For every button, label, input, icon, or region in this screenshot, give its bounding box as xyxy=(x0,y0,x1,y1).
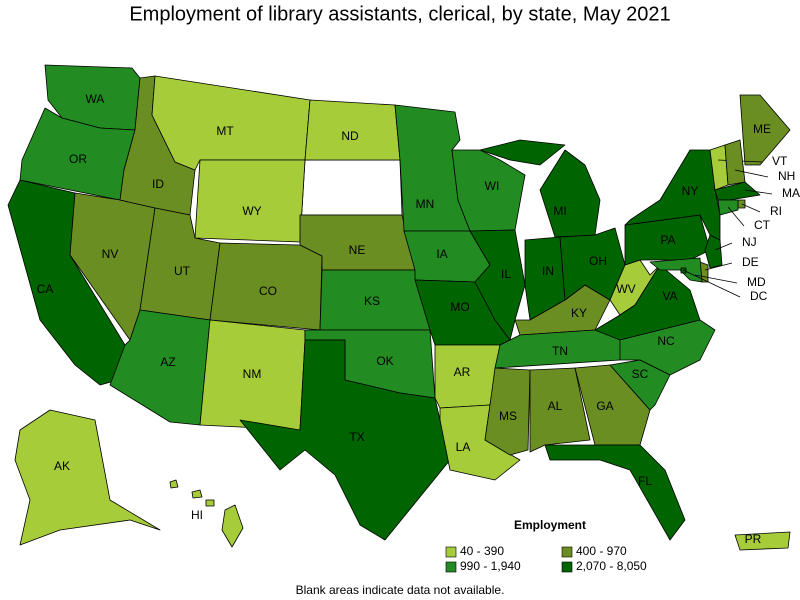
state-label: WY xyxy=(242,204,261,218)
state-label: NY xyxy=(682,184,699,198)
legend-swatch xyxy=(445,561,457,573)
state-label: IN xyxy=(542,264,554,278)
state xyxy=(704,234,723,269)
leader-line xyxy=(704,262,733,271)
state-label: WA xyxy=(86,92,105,106)
state xyxy=(479,139,566,166)
state-label: DE xyxy=(742,255,759,269)
state-label: KY xyxy=(571,306,587,320)
state-label: OR xyxy=(69,152,87,166)
state-label: GA xyxy=(596,399,613,413)
legend-label: 2,070 - 8,050 xyxy=(576,559,647,573)
state-label: IA xyxy=(436,247,447,261)
state-label: PR xyxy=(745,532,762,546)
state xyxy=(151,75,311,171)
map-title: Employment of library assistants, cleric… xyxy=(129,3,670,25)
state-label: ND xyxy=(341,129,359,143)
state-label: AR xyxy=(454,365,471,379)
state xyxy=(724,139,746,186)
state-label: MT xyxy=(216,124,234,138)
state-label: MA xyxy=(782,186,800,200)
state-label: OK xyxy=(376,354,393,368)
state-label: HI xyxy=(191,508,203,522)
state-label: NM xyxy=(243,367,262,381)
state-label: WI xyxy=(485,179,500,193)
state xyxy=(649,257,703,283)
state-label: SC xyxy=(632,367,649,381)
legend-title: Employment xyxy=(514,518,586,532)
state xyxy=(191,489,203,499)
state xyxy=(451,149,526,232)
state-label: IL xyxy=(501,267,511,281)
state-label: DC xyxy=(750,289,768,303)
state-label: TX xyxy=(349,430,364,444)
state xyxy=(239,339,451,541)
state-label: CO xyxy=(259,284,277,298)
state-label: KS xyxy=(364,294,380,308)
legend-label: 990 - 1,940 xyxy=(460,559,521,573)
state xyxy=(739,94,791,166)
state xyxy=(594,264,701,341)
state xyxy=(734,531,791,551)
state xyxy=(529,367,591,453)
leader-line xyxy=(694,274,738,284)
state-label: UT xyxy=(174,264,191,278)
leader-line xyxy=(744,189,773,195)
leader-line xyxy=(682,269,741,298)
state-label: AL xyxy=(548,399,563,413)
state xyxy=(169,479,179,489)
state xyxy=(205,499,215,507)
legend-label: 40 - 390 xyxy=(460,544,504,558)
state-label: NJ xyxy=(742,235,757,249)
legend-swatch xyxy=(445,546,457,558)
state-label: VT xyxy=(772,154,788,168)
state-label: NH xyxy=(778,169,795,183)
state xyxy=(194,159,306,243)
state xyxy=(544,444,686,541)
state-label: MO xyxy=(450,300,469,314)
state-label: ME xyxy=(753,122,771,136)
state-label: NE xyxy=(349,243,366,257)
state-label: MS xyxy=(499,409,517,423)
state-label: FL xyxy=(638,474,652,488)
state xyxy=(221,504,244,548)
state xyxy=(609,359,671,411)
state xyxy=(619,319,716,376)
state-label: LA xyxy=(456,440,471,454)
state-label: WV xyxy=(616,282,635,296)
state-label: TN xyxy=(552,344,568,358)
leader-line xyxy=(727,206,745,227)
state-label: AK xyxy=(54,459,70,473)
footnote: Blank areas indicate data not available. xyxy=(296,583,505,597)
state-label: MN xyxy=(416,197,435,211)
legend-label: 400 - 970 xyxy=(576,544,627,558)
state-label: AZ xyxy=(160,355,175,369)
state xyxy=(14,409,161,546)
state xyxy=(539,149,601,238)
legend-swatch xyxy=(561,546,573,558)
leader-line xyxy=(714,242,733,251)
state-label: RI xyxy=(770,204,782,218)
state-label: CT xyxy=(754,218,771,232)
state-label: ID xyxy=(152,177,164,191)
state-label: CA xyxy=(37,282,54,296)
state xyxy=(737,199,746,209)
state-label: NC xyxy=(657,334,675,348)
state-label: NV xyxy=(102,247,119,261)
state xyxy=(714,181,761,201)
leader-line xyxy=(734,169,769,178)
state-label: PA xyxy=(660,233,675,247)
state-label: OH xyxy=(589,254,607,268)
state xyxy=(574,364,651,446)
state-label: MI xyxy=(553,204,566,218)
state-label: MD xyxy=(747,275,766,289)
state-label: VA xyxy=(662,289,677,303)
leader-line xyxy=(741,203,761,213)
legend-swatch xyxy=(561,561,573,573)
